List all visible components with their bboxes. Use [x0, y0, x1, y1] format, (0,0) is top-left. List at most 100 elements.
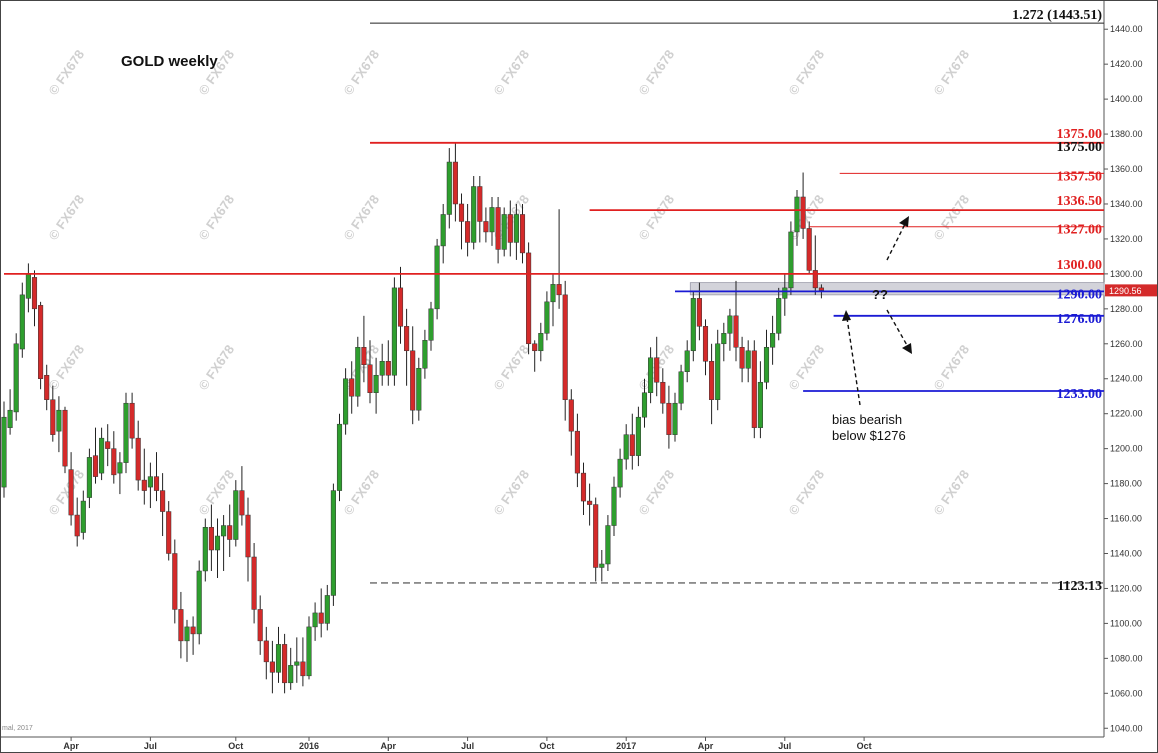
- candle-body: [190, 626, 196, 635]
- candle: [135, 420, 141, 491]
- candle-body: [696, 298, 702, 327]
- candle: [19, 282, 25, 358]
- candle: [56, 396, 62, 453]
- candle: [507, 200, 513, 257]
- candle-body: [239, 490, 245, 516]
- level-label: 1.272 (1443.51): [1012, 8, 1102, 23]
- x-tick-label: Jul: [461, 741, 474, 751]
- candle: [776, 287, 782, 341]
- candle-body: [306, 626, 312, 677]
- candle-body: [202, 527, 208, 572]
- candle-body: [397, 287, 404, 327]
- candle: [666, 385, 672, 449]
- candle: [269, 640, 275, 694]
- candle: [782, 273, 788, 316]
- candle: [465, 203, 471, 257]
- candle-body: [196, 570, 202, 635]
- watermark-text: © FX678: [490, 467, 532, 518]
- watermark-text: © FX678: [635, 192, 677, 243]
- candle-body: [147, 476, 153, 488]
- candle-body: [568, 399, 574, 432]
- level-label: 1300.00: [1057, 258, 1103, 273]
- candle-body: [605, 525, 611, 565]
- x-tick-label: Jul: [144, 741, 157, 751]
- watermark-text: © FX678: [340, 467, 382, 518]
- candle: [654, 336, 660, 397]
- watermark-text: © FX678: [930, 342, 972, 393]
- candle-body: [788, 231, 794, 289]
- candle: [336, 413, 343, 502]
- candle-body: [672, 402, 678, 435]
- current-price-tag: [1105, 284, 1157, 297]
- candle: [501, 207, 507, 257]
- candle: [605, 515, 611, 571]
- watermark-text: © FX678: [490, 342, 532, 393]
- candle: [397, 266, 404, 344]
- candle: [129, 392, 135, 449]
- candle-body: [62, 409, 68, 467]
- candle: [440, 203, 446, 264]
- candle: [538, 322, 544, 362]
- candle: [556, 209, 562, 309]
- candle-body: [544, 301, 550, 334]
- candle-body: [745, 350, 751, 369]
- y-tick-label: 1140.00: [1110, 549, 1142, 559]
- watermark-text: © FX678: [340, 192, 382, 243]
- candle: [422, 329, 428, 379]
- candle: [544, 291, 550, 341]
- candle-body: [227, 525, 233, 540]
- candle-body: [471, 186, 477, 243]
- level-label: 1123.13: [1057, 579, 1102, 594]
- arrow-down-dashed: [886, 309, 909, 348]
- arrow-up-head-icon: [899, 216, 909, 227]
- candle: [574, 413, 580, 488]
- y-tick-label: 1220.00: [1110, 409, 1143, 419]
- candle-body: [538, 333, 544, 352]
- candle: [227, 504, 233, 557]
- x-tick-label: 2017: [616, 741, 636, 751]
- candle-body: [782, 287, 788, 299]
- candle: [629, 413, 635, 470]
- y-tick-label: 1080.00: [1110, 653, 1143, 663]
- candle-body: [458, 203, 465, 222]
- candle: [1, 401, 7, 498]
- y-tick-label: 1240.00: [1110, 374, 1143, 384]
- candle-body: [208, 527, 214, 551]
- candle-body: [617, 458, 623, 488]
- candle-body: [623, 434, 629, 460]
- arrow-pointer-head-icon: [842, 310, 851, 321]
- candle: [416, 357, 422, 421]
- candle: [599, 550, 605, 582]
- candle: [355, 336, 361, 407]
- candle-body: [629, 434, 635, 456]
- bias-note-line2: below $1276: [832, 428, 906, 443]
- candle: [410, 326, 416, 425]
- candle: [324, 584, 330, 631]
- x-tick-label: Oct: [539, 741, 554, 751]
- y-tick-label: 1180.00: [1110, 479, 1142, 489]
- candle: [196, 560, 202, 645]
- candle-body: [269, 661, 275, 673]
- candle-body: [648, 357, 654, 393]
- candle: [733, 280, 739, 362]
- y-tick-label: 1360.00: [1110, 164, 1143, 174]
- y-tick-label: 1120.00: [1110, 583, 1142, 593]
- candle: [123, 392, 129, 474]
- y-tick-label: 1380.00: [1110, 129, 1143, 139]
- candle: [428, 301, 434, 351]
- candle-body: [263, 640, 269, 663]
- candle-body: [580, 472, 587, 502]
- candle-body: [251, 556, 257, 610]
- candle: [239, 466, 245, 526]
- candle-body: [635, 416, 641, 456]
- candle: [141, 448, 147, 505]
- candle-body: [324, 595, 330, 624]
- candle: [117, 452, 123, 495]
- candle-body: [74, 514, 80, 537]
- candle-body: [282, 644, 288, 684]
- candle-body: [129, 402, 135, 439]
- candle: [580, 462, 587, 516]
- candle-body: [440, 214, 446, 247]
- candle: [568, 389, 574, 456]
- candle: [483, 207, 489, 243]
